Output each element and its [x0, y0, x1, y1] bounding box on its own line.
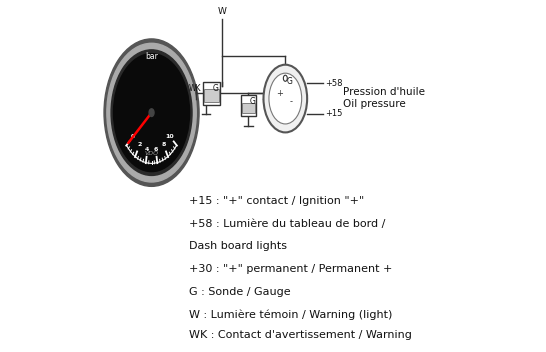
Text: Oil pressure: Oil pressure — [343, 99, 406, 109]
Text: 6: 6 — [153, 147, 158, 152]
Bar — [203, 82, 220, 105]
Bar — [204, 89, 219, 102]
Text: +: + — [276, 89, 283, 98]
Text: G: G — [250, 96, 256, 106]
Text: G: G — [212, 84, 218, 93]
Text: 0: 0 — [131, 134, 135, 139]
Text: 8: 8 — [162, 142, 166, 147]
Text: W: W — [217, 7, 227, 16]
Bar — [241, 95, 256, 116]
Text: G: G — [287, 77, 292, 86]
Ellipse shape — [114, 54, 189, 172]
Ellipse shape — [149, 109, 154, 117]
Ellipse shape — [283, 75, 287, 81]
Ellipse shape — [107, 43, 196, 182]
Text: WK : Contact d'avertissement / Warning: WK : Contact d'avertissement / Warning — [188, 330, 411, 340]
Text: -: - — [289, 98, 292, 106]
Text: 4: 4 — [145, 147, 150, 152]
Ellipse shape — [104, 39, 199, 186]
Ellipse shape — [111, 50, 192, 175]
Text: VDO: VDO — [145, 151, 158, 156]
Text: +58 : Lumière du tableau de bord /: +58 : Lumière du tableau de bord / — [188, 219, 385, 228]
Text: WK: WK — [188, 84, 201, 93]
Text: bar: bar — [145, 52, 158, 61]
Text: Dash board lights: Dash board lights — [188, 241, 287, 251]
Text: +58: +58 — [325, 79, 342, 88]
Text: W : Lumière témoin / Warning (light): W : Lumière témoin / Warning (light) — [188, 310, 392, 320]
Ellipse shape — [269, 73, 302, 124]
Text: 2: 2 — [138, 142, 142, 147]
Text: G : Sonde / Gauge: G : Sonde / Gauge — [188, 287, 290, 297]
Text: +15: +15 — [325, 109, 342, 118]
Text: +30 : "+" permanent / Permanent +: +30 : "+" permanent / Permanent + — [188, 264, 392, 274]
Ellipse shape — [264, 65, 307, 132]
Text: Pression d'huile: Pression d'huile — [343, 87, 425, 96]
Bar — [242, 103, 255, 113]
Text: +15 : "+" contact / Ignition "+": +15 : "+" contact / Ignition "+" — [188, 196, 364, 206]
Text: 10: 10 — [165, 134, 174, 139]
